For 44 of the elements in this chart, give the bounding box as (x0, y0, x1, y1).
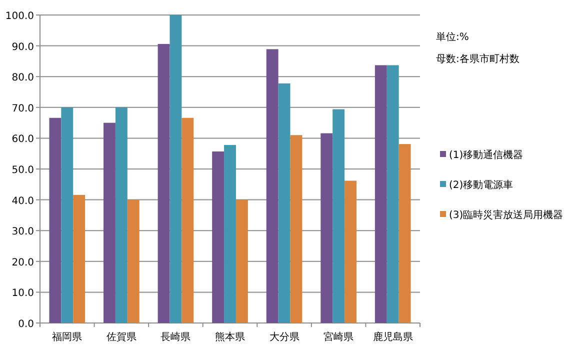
bar (290, 135, 302, 323)
x-tick-label: 鹿児島県 (372, 331, 413, 343)
bar (344, 180, 356, 323)
bar (320, 133, 333, 323)
bar (170, 15, 182, 323)
bar (73, 194, 86, 323)
bar (332, 109, 345, 323)
bar (158, 44, 170, 323)
y-tick-label: 80.0 (12, 72, 34, 84)
y-tick-label: 90.0 (12, 42, 34, 53)
bar (104, 122, 116, 323)
y-tick-label: 0.0 (18, 319, 34, 330)
bar (182, 118, 194, 323)
bar (49, 118, 62, 323)
x-tick-label: 宮崎県 (324, 331, 354, 343)
bar (374, 65, 387, 323)
legend-label: (1)移動通信機器 (449, 149, 524, 161)
bar (115, 107, 128, 323)
y-tick-label: 30.0 (12, 226, 34, 238)
bar (127, 200, 140, 323)
x-tick-label: 長崎県 (160, 331, 191, 343)
bar (278, 83, 290, 323)
bar (212, 151, 224, 323)
y-tick-label: 50.0 (12, 165, 34, 176)
y-tick-label: 20.0 (12, 257, 34, 268)
x-tick-label: 佐賀県 (106, 331, 136, 343)
x-tick-label: 大分県 (269, 331, 300, 343)
y-tick-label: 10.0 (12, 288, 34, 300)
text: 単位:% (436, 31, 469, 43)
y-tick-label: 40.0 (12, 196, 34, 207)
bar (398, 144, 411, 323)
bar (386, 65, 399, 323)
text: 母数:各県市町村数 (436, 53, 520, 65)
bar (224, 144, 236, 323)
y-tick-label: 100.0 (5, 11, 34, 22)
bar (266, 49, 278, 323)
x-tick-label: 熊本県 (215, 331, 245, 343)
legend-label: (2)移動電源車 (449, 179, 514, 191)
legend-label: (3)臨時災害放送局用機器 (449, 209, 564, 221)
y-tick-label: 70.0 (12, 103, 34, 114)
bar (61, 107, 74, 323)
bar (236, 200, 248, 323)
x-tick-label: 福岡県 (52, 331, 82, 343)
y-tick-label: 60.0 (12, 134, 34, 146)
